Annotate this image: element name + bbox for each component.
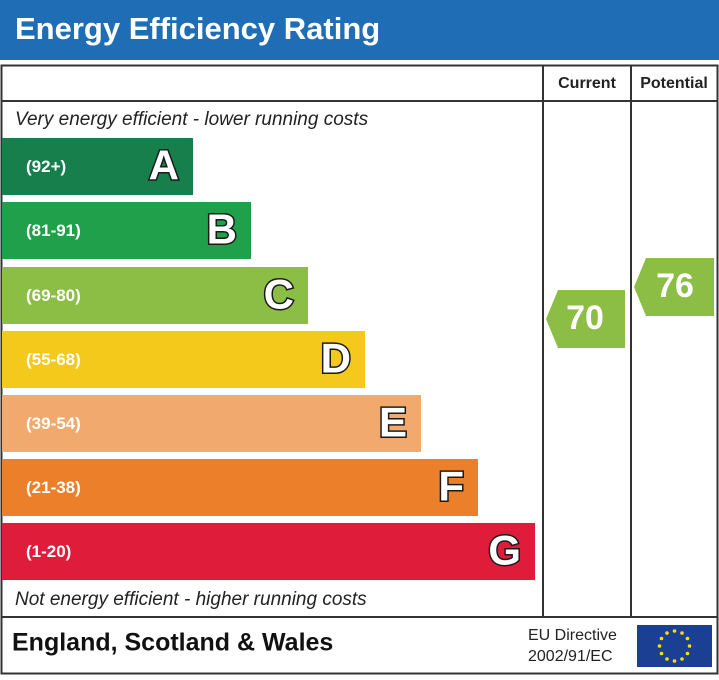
eu-stars — [657, 629, 692, 663]
band-range: (1-20) — [26, 542, 71, 561]
eu-star — [672, 629, 677, 633]
potential-arrow — [634, 258, 714, 316]
band-letter: G — [488, 527, 521, 574]
eu-star — [680, 631, 684, 635]
eu-star — [659, 636, 664, 641]
title: Energy Efficiency Rating — [15, 11, 380, 46]
band-bar — [2, 267, 308, 324]
eu-star — [687, 644, 692, 648]
title-bar — [0, 0, 719, 60]
directive: EU Directive — [528, 627, 617, 644]
band-bar — [2, 395, 421, 452]
region: England, Scotland & Wales — [12, 629, 333, 657]
eu-star — [685, 651, 690, 656]
column-header: Potential — [640, 75, 708, 92]
band-range: (69-80) — [26, 286, 81, 305]
eu-star — [680, 657, 684, 661]
directive: 2002/91/EC — [528, 648, 613, 665]
band-range: (81-91) — [26, 221, 81, 240]
band-letter: E — [379, 399, 407, 446]
band-range: (55-68) — [26, 350, 81, 369]
band-range: (21-38) — [26, 478, 81, 497]
current-value: 70 — [566, 299, 604, 337]
band-bar — [2, 331, 365, 388]
band-range: (39-54) — [26, 414, 81, 433]
band-bar — [2, 202, 251, 259]
current-arrow — [546, 290, 625, 348]
eu-star — [657, 644, 662, 648]
band-letter: D — [321, 335, 351, 382]
band-bar — [2, 459, 478, 516]
column-header: Current — [558, 75, 616, 92]
eu-star — [665, 657, 669, 661]
top-note: Very energy efficient - lower running co… — [15, 109, 369, 130]
eu-star — [659, 651, 664, 656]
band-letter: B — [207, 206, 237, 253]
band-letter: F — [438, 463, 464, 510]
frame — [0, 64, 719, 675]
band-letter: A — [149, 142, 179, 189]
band-bar — [2, 523, 535, 580]
eu-star — [685, 636, 690, 641]
band-range: (92+) — [26, 157, 66, 176]
eu-star — [665, 631, 669, 635]
bottom-note: Not energy efficient - higher running co… — [15, 589, 367, 610]
bands: (92+) A (81-91) B (69-80) C (55-68) D (39-54) E (2… — [2, 138, 535, 580]
band-letter: C — [264, 271, 294, 318]
eu-star — [672, 659, 677, 663]
potential-value: 76 — [656, 267, 694, 305]
band-bar — [2, 138, 193, 195]
